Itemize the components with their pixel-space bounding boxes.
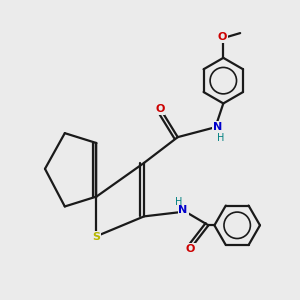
Text: N: N	[213, 122, 222, 132]
Text: O: O	[155, 104, 165, 114]
Text: H: H	[175, 196, 182, 206]
Text: H: H	[217, 133, 225, 143]
Text: S: S	[92, 232, 101, 242]
Text: N: N	[178, 206, 188, 215]
Text: O: O	[186, 244, 195, 254]
Text: O: O	[218, 32, 227, 42]
